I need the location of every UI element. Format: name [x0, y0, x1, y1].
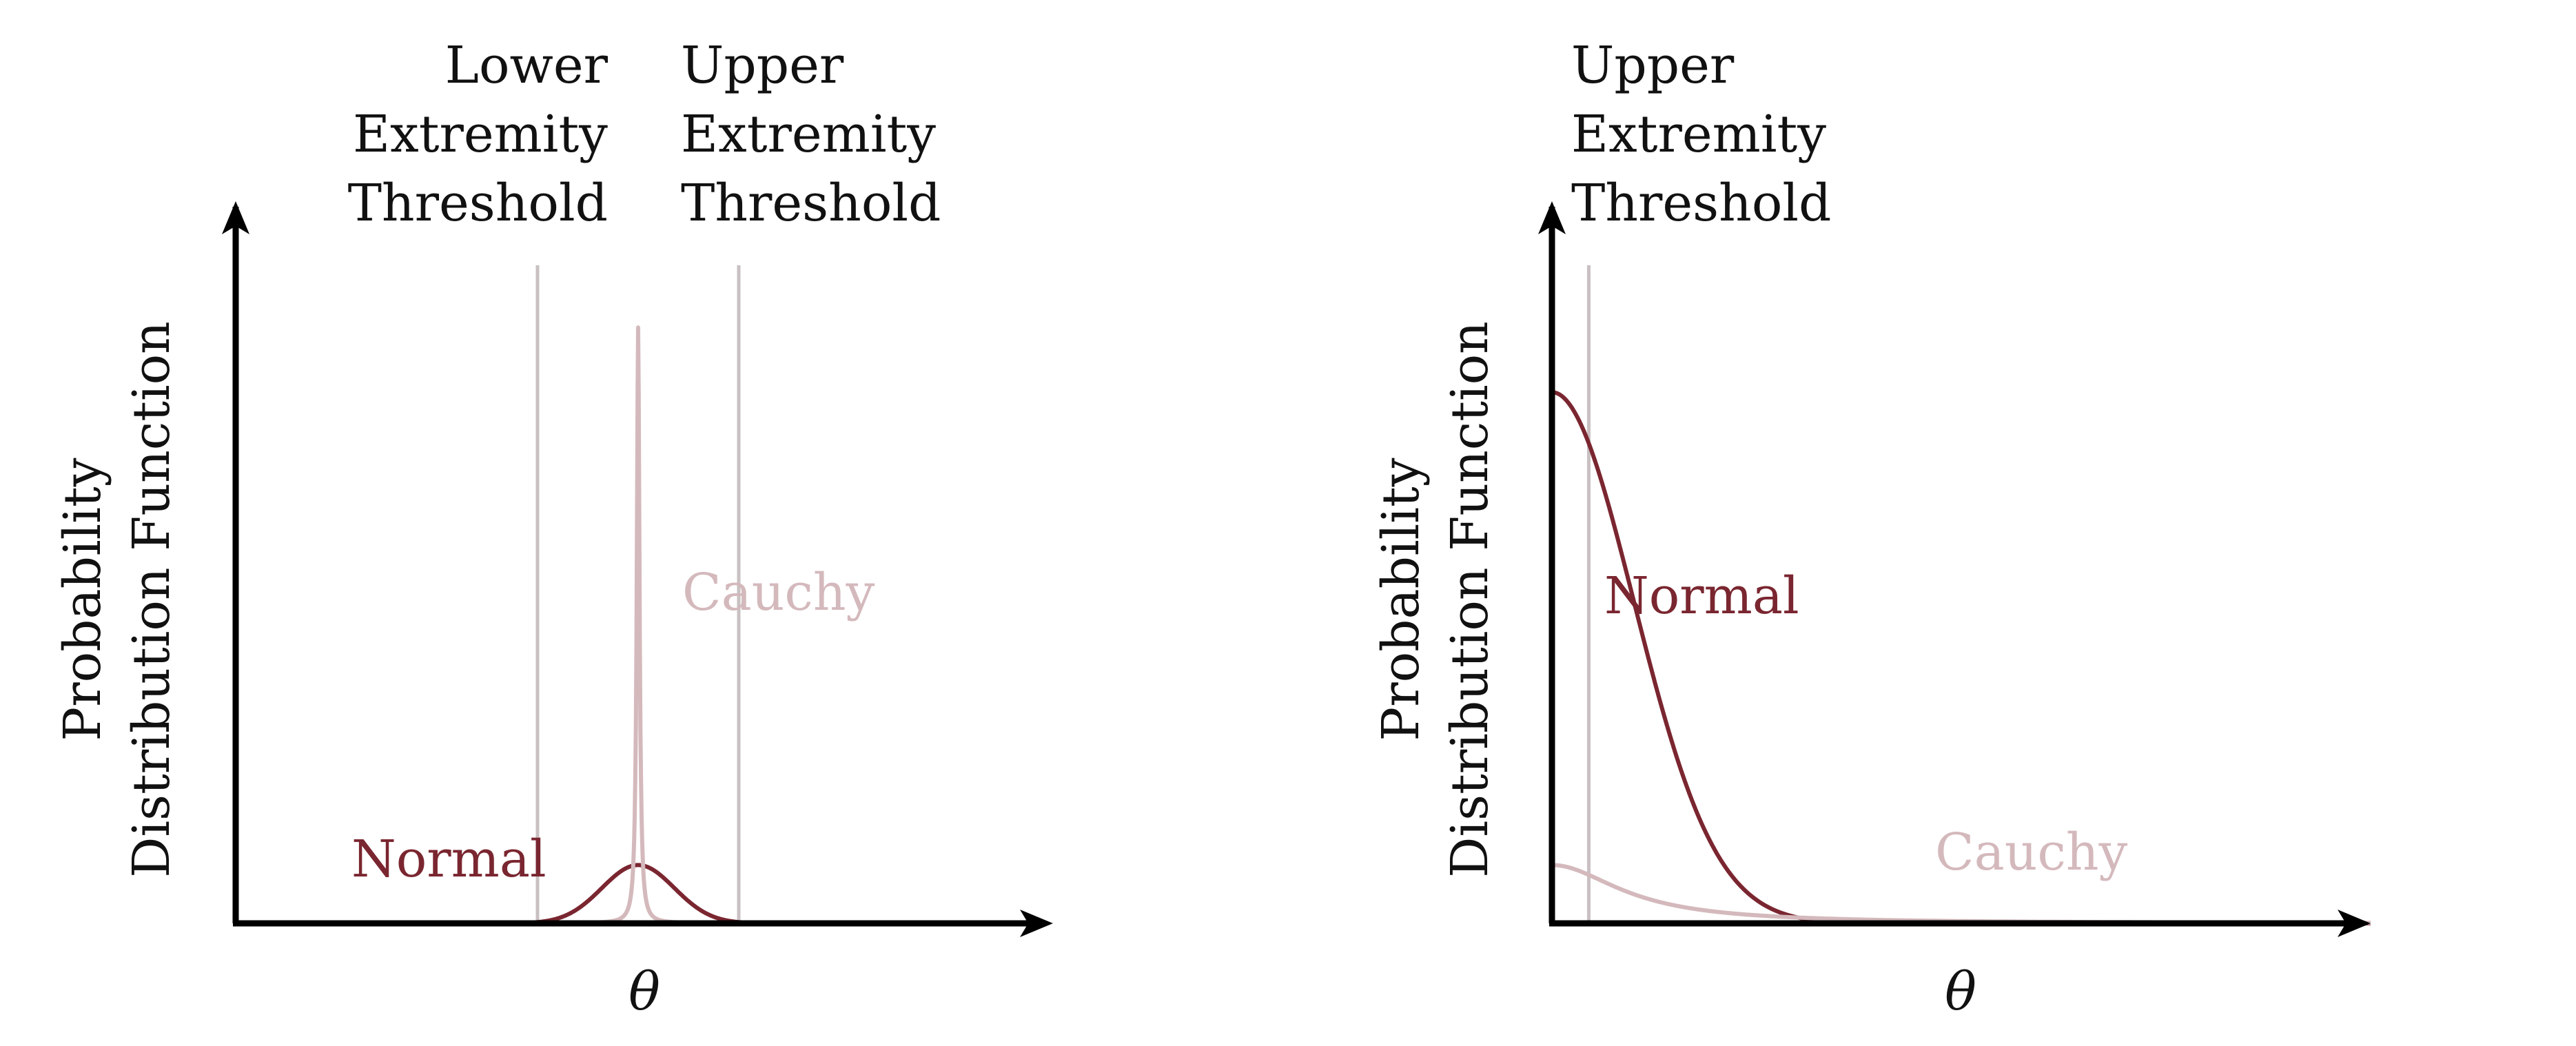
right-x-axis-arrow-icon [2338, 910, 2371, 937]
right-y-axis-arrow-icon [1538, 201, 1566, 234]
right-upper-threshold-label-3: Threshold [1571, 174, 1831, 233]
left-normal-series-label: Normal [351, 830, 546, 889]
left-threshold-lines [535, 265, 741, 923]
right-cauchy-series-label: Cauchy [1935, 823, 2128, 882]
right-upper-threshold-label-1: Upper [1571, 36, 1735, 95]
right-chart-panel: Probability Distribution Function θ Uppe… [1371, 36, 2373, 1022]
left-lower-threshold-label-3: Threshold [348, 174, 608, 233]
left-chart-panel: Probability Distribution Function θ Lowe… [53, 36, 1053, 1022]
right-ylabel-line-1: Probability [1371, 458, 1431, 741]
left-upper-threshold-label-2: Extremity [681, 105, 936, 164]
left-y-axis-arrow-icon [222, 201, 249, 234]
left-cauchy-series-label: Cauchy [682, 563, 875, 622]
left-ylabel-line-1: Probability [53, 458, 112, 741]
left-x-axis-arrow-icon [1020, 910, 1053, 937]
left-lower-threshold-label-1: Lower [445, 36, 609, 95]
right-upper-threshold-label-2: Extremity [1571, 105, 1826, 164]
left-lower-threshold-label-2: Extremity [353, 105, 608, 164]
left-upper-threshold-label-1: Upper [681, 36, 844, 95]
right-xlabel: θ [1945, 961, 1976, 1022]
left-upper-threshold-label-3: Threshold [681, 174, 941, 233]
right-normal-series-label: Normal [1604, 566, 1799, 626]
left-xlabel: θ [628, 961, 660, 1022]
left-ylabel-line-2: Distribution Function [122, 321, 181, 878]
right-ylabel-line-2: Distribution Function [1440, 321, 1500, 878]
